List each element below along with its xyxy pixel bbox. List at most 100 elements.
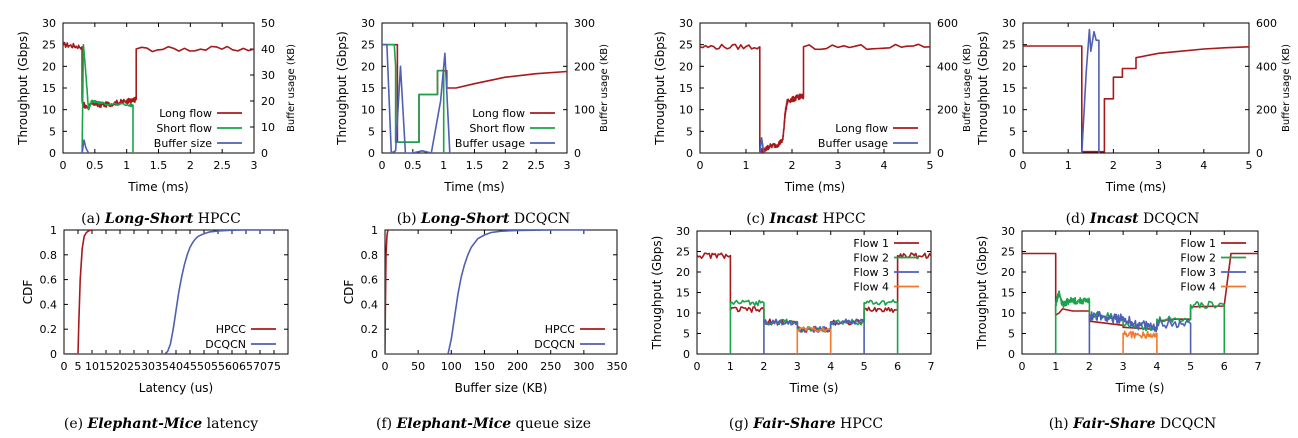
x-tick-label: 100: [441, 360, 462, 373]
x-tick-label: 2: [789, 159, 796, 172]
x-tick-label: 4: [1200, 159, 1207, 172]
x-axis-label: Time (ms): [127, 180, 189, 194]
x-tick-label: 4: [881, 159, 888, 172]
series-line-flow-4: [796, 326, 832, 354]
y-tick-label: 5: [368, 125, 375, 138]
x-tick-label: 1: [727, 360, 734, 373]
series-line-buffer-usage: [759, 137, 766, 153]
x-tick-label: 1: [1065, 159, 1072, 172]
series-line-s1: [1081, 28, 1100, 153]
x-tick-label: 350: [607, 360, 628, 373]
y2-tick-label: 300: [574, 17, 595, 30]
x-axis-label: Time (s): [789, 381, 839, 395]
y-axis-label: Throughput (Gbps): [976, 31, 990, 146]
series-group: [64, 230, 274, 354]
x-axis-label: Time (s): [1115, 381, 1165, 395]
x-tick-label: 7: [1255, 360, 1262, 373]
chart-svg-f: 0 50 100 150 200 250 300 350 0 0.2 0.4 0.6 0.8 1 Buffe…: [342, 224, 628, 395]
caption-label: (d): [1065, 211, 1090, 227]
x-tick-label: 70: [253, 360, 267, 373]
series-line-buffer-usage: [382, 43, 453, 153]
chart-caption: (h) Fair-Share DCQCN: [967, 416, 1298, 432]
legend-label: Buffer usage: [818, 137, 888, 150]
series-group: [1023, 28, 1249, 153]
caption-label: (f): [376, 416, 397, 432]
x-tick-label: 0: [60, 159, 67, 172]
caption-scenario: Fair-Share: [753, 416, 836, 432]
x-tick-label: 2.5: [213, 159, 231, 172]
y-tick-label: 15: [361, 82, 375, 95]
caption-scheme: DCQCN: [509, 211, 571, 227]
legend-label: Flow 1: [853, 237, 889, 250]
x-tick-label: 3: [1155, 159, 1162, 172]
x-axis-label: Time (ms): [1105, 180, 1167, 194]
caption-label: (c): [746, 211, 770, 227]
caption-scheme: DCQCN: [1155, 416, 1217, 432]
legend-label: Buffer usage: [455, 137, 525, 150]
series-group: [1022, 252, 1258, 354]
x-tick-label: 5: [1246, 159, 1253, 172]
y2-tick-label: 0: [261, 147, 268, 160]
x-tick-label: 7: [928, 360, 935, 373]
series-line-hpcc: [385, 230, 390, 354]
legend-label: Long flow: [159, 107, 212, 120]
x-tick-label: 75: [267, 360, 281, 373]
y2-tick-label: 20: [261, 95, 275, 108]
x-axis-label: Time (ms): [443, 180, 505, 194]
x-tick-label: 2: [760, 360, 767, 373]
y-tick-label: 30: [1001, 225, 1015, 238]
chart-caption: (g) Fair-Share HPCC: [645, 416, 967, 432]
x-tick-label: 3: [564, 159, 571, 172]
series-line-long-flow: [700, 43, 930, 153]
legend-label: DCQCN: [205, 338, 246, 351]
caption-scenario: Long-Short: [421, 211, 510, 227]
x-tick-label: 15: [99, 360, 113, 373]
y-tick-label: 25: [1002, 39, 1016, 52]
x-tick-label: 0: [1019, 360, 1026, 373]
y-tick-label: 0.4: [40, 298, 58, 311]
y-tick-label: 0: [368, 147, 375, 160]
series-line-dcqcn: [64, 230, 274, 354]
chart-panel-e: 0 5 10 15 20 25 30 35 40 45 50 55 60 65 70 75 0 0.2 0.4 0.6…: [0, 218, 322, 438]
y-tick-label: 0: [371, 348, 378, 361]
y-axis-label: CDF: [342, 280, 356, 305]
legend-label: Flow 4: [1180, 281, 1216, 294]
y-tick-label: 15: [42, 82, 56, 95]
x-tick-label: 0: [697, 159, 704, 172]
x-tick-label: 10: [85, 360, 99, 373]
legend-label: Buffer size: [154, 137, 212, 150]
legend-label: Flow 1: [1180, 237, 1216, 250]
legend-label: HPCC: [216, 323, 247, 336]
y-axis-label: CDF: [21, 280, 35, 305]
y2-axis-label: Buffer usage (KB): [1281, 44, 1292, 132]
chart-panel-d: 0 1 2 3 4 5 0 5 10 15 20 25 30 0 200 400 600 Buffer usage…: [967, 6, 1298, 227]
caption-scenario: Elephant-Mice: [396, 416, 512, 432]
legend-label: Flow 3: [853, 266, 889, 279]
x-tick-label: 4: [827, 360, 834, 373]
y2-tick-label: 0: [937, 147, 944, 160]
series-group: [382, 43, 567, 153]
caption-scenario: Incast: [1089, 211, 1139, 227]
chart-svg-e: 0 5 10 15 20 25 30 35 40 45 50 55 60 65 70 7500.20.40.6…: [21, 224, 289, 395]
y2-tick-label: 200: [574, 60, 595, 73]
x-axis-label: Buffer size (KB): [455, 381, 548, 395]
y-tick-label: 30: [361, 17, 375, 30]
y2-axis-label: Buffer usage (KB): [962, 44, 973, 132]
x-tick-label: 0: [61, 360, 68, 373]
y-axis-label: Throughput (Gbps): [653, 31, 667, 146]
y2-tick-label: 40: [261, 43, 275, 56]
x-tick-label: 0.5: [86, 159, 104, 172]
caption-scheme: latency: [202, 416, 259, 432]
plot-frame: [696, 230, 932, 355]
x-tick-label: 65: [239, 360, 253, 373]
x-tick-label: 20: [113, 360, 127, 373]
y2-tick-label: 200: [1256, 104, 1277, 117]
x-tick-label: 1.5: [466, 159, 484, 172]
legend-label: Long flow: [835, 122, 888, 135]
y-tick-label: 20: [1002, 60, 1016, 73]
caption-label: (e): [63, 416, 88, 432]
legend-label: DCQCN: [534, 338, 575, 351]
y-axis-label: Throughput (Gbps): [16, 31, 30, 146]
legend-label: Flow 4: [853, 281, 889, 294]
y-tick-label: 0: [1008, 348, 1015, 361]
